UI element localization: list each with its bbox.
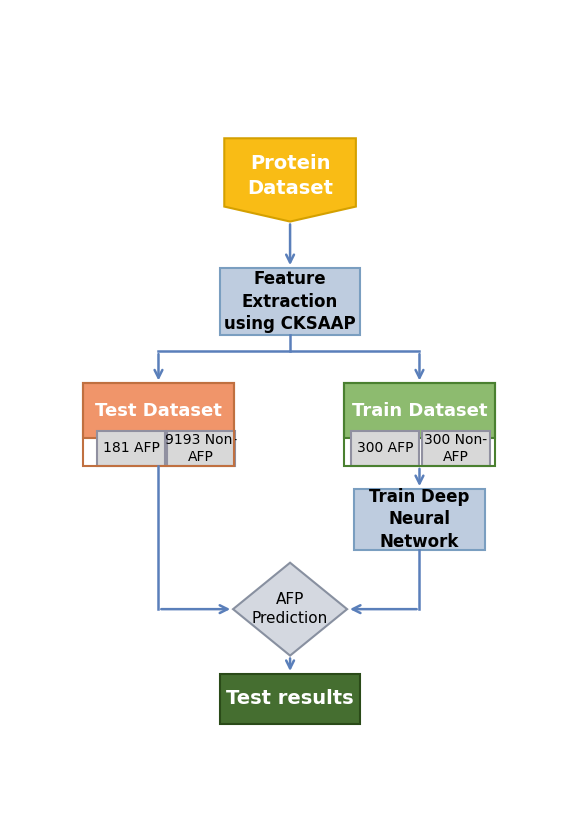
FancyBboxPatch shape	[351, 431, 419, 466]
Text: Test results: Test results	[226, 690, 354, 708]
FancyBboxPatch shape	[97, 431, 165, 466]
FancyBboxPatch shape	[220, 268, 361, 335]
Text: 300 AFP: 300 AFP	[357, 441, 414, 455]
Polygon shape	[233, 562, 347, 656]
FancyBboxPatch shape	[422, 431, 490, 466]
Text: Train Deep
Neural
Network: Train Deep Neural Network	[369, 488, 470, 551]
Text: 9193 Non-
AFP: 9193 Non- AFP	[165, 433, 237, 464]
FancyBboxPatch shape	[83, 384, 234, 438]
FancyBboxPatch shape	[354, 489, 485, 550]
FancyBboxPatch shape	[344, 384, 495, 438]
Text: Test Dataset: Test Dataset	[95, 402, 222, 419]
Text: 300 Non-
AFP: 300 Non- AFP	[424, 433, 487, 464]
Text: Train Dataset: Train Dataset	[351, 402, 487, 419]
Text: 181 AFP: 181 AFP	[102, 441, 160, 455]
Text: AFP
Prediction: AFP Prediction	[252, 592, 328, 626]
FancyBboxPatch shape	[168, 431, 235, 466]
FancyBboxPatch shape	[220, 674, 361, 724]
PathPatch shape	[224, 138, 356, 221]
Text: Protein
Dataset: Protein Dataset	[247, 154, 333, 198]
Text: Feature
Extraction
using CKSAAP: Feature Extraction using CKSAAP	[224, 270, 356, 333]
